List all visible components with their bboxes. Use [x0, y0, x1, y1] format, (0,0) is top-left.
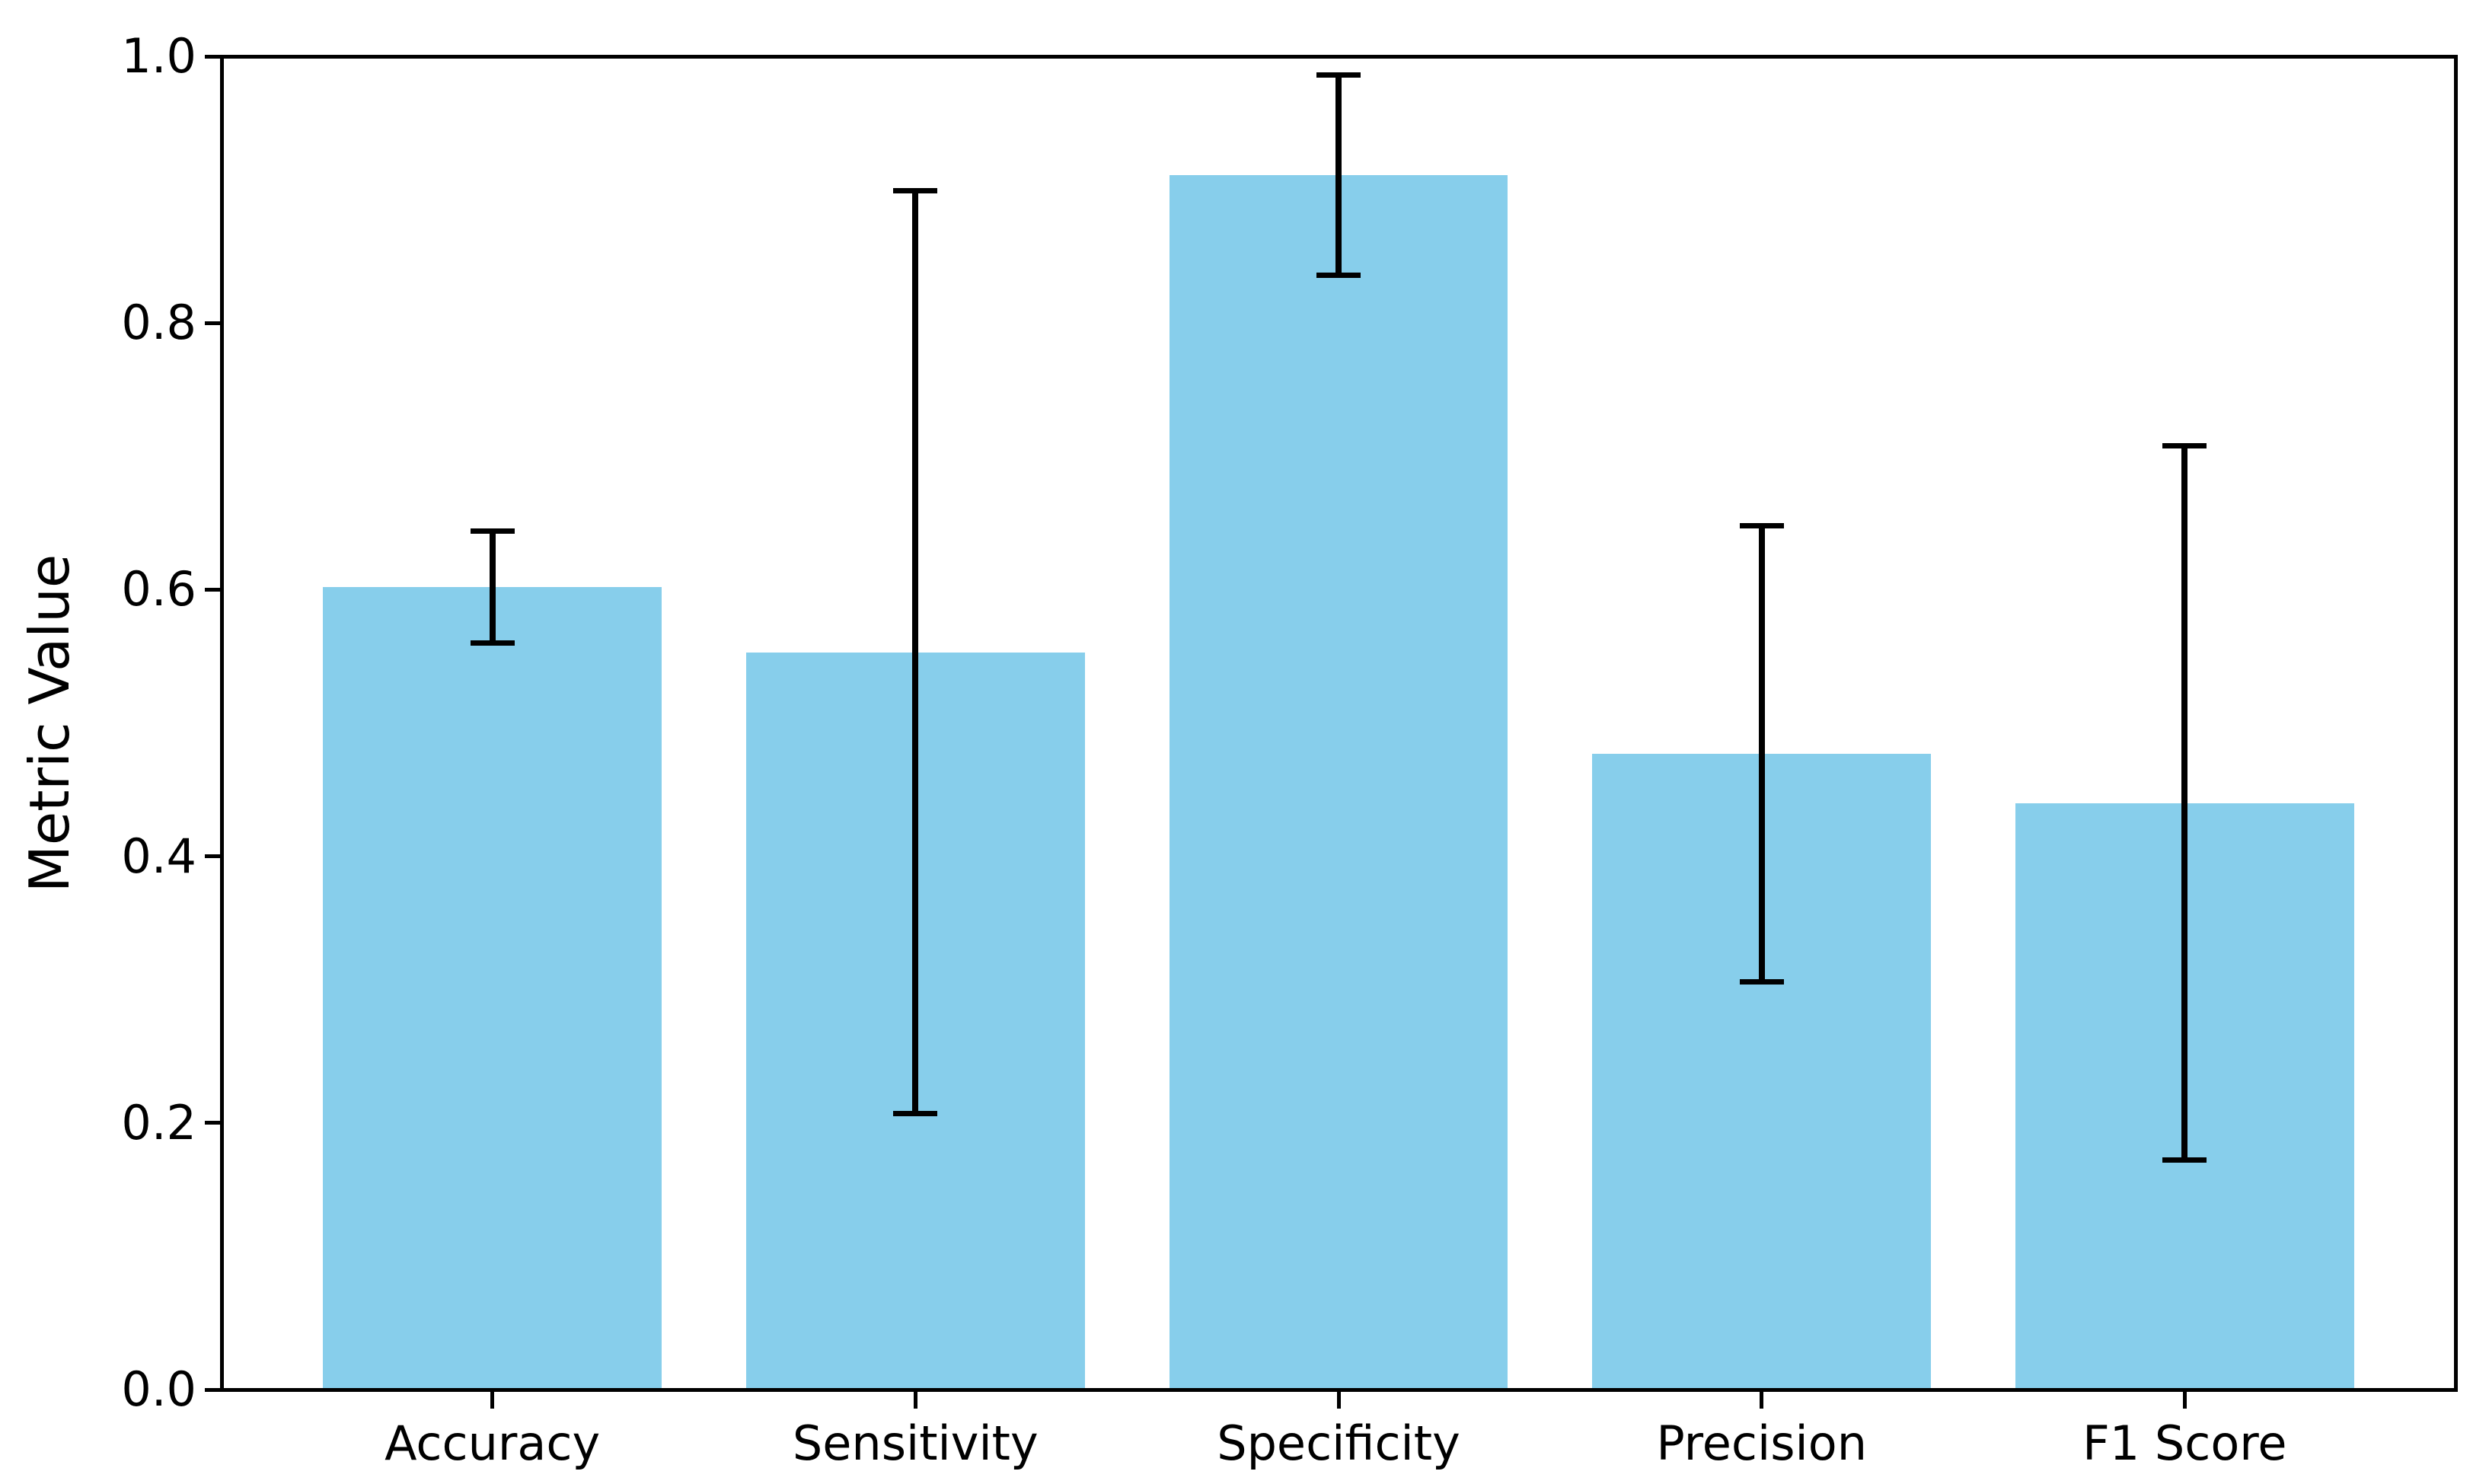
error-bar-cap-top — [470, 528, 515, 534]
y-tick — [205, 854, 222, 859]
x-tick — [490, 1392, 495, 1409]
y-tick-label: 0.0 — [121, 1361, 196, 1417]
y-tick-label: 0.4 — [121, 828, 196, 884]
y-tick — [205, 587, 222, 592]
x-tick — [2182, 1392, 2187, 1409]
error-bar-line — [489, 531, 496, 643]
error-bar-cap-bottom — [470, 640, 515, 646]
error-bar-line — [2181, 445, 2188, 1160]
x-tick-label: Sensitivity — [792, 1415, 1039, 1471]
error-bar-line — [1758, 525, 1765, 982]
error-bar-cap-top — [893, 188, 938, 194]
y-tick-label: 0.2 — [121, 1094, 196, 1150]
x-tick — [913, 1392, 917, 1409]
error-bar-cap-bottom — [1316, 272, 1361, 278]
x-tick-label: Specificity — [1217, 1415, 1460, 1471]
bar — [323, 586, 662, 1388]
y-tick-label: 0.6 — [121, 561, 196, 618]
error-bar-cap-top — [2162, 442, 2207, 448]
x-tick-label: Precision — [1656, 1415, 1867, 1471]
x-tick-label: Accuracy — [385, 1415, 601, 1471]
x-tick-label: F1 Score — [2082, 1415, 2287, 1471]
error-bar-cap-bottom — [2162, 1157, 2207, 1163]
y-tick — [205, 1121, 222, 1125]
bar — [1169, 174, 1508, 1388]
error-bar-line — [1335, 75, 1342, 276]
y-tick — [205, 321, 222, 325]
error-bar-cap-top — [1316, 72, 1361, 78]
x-tick — [1760, 1392, 1764, 1409]
y-tick-label: 0.8 — [121, 295, 196, 351]
error-bar-cap-bottom — [893, 1111, 938, 1117]
error-bar-cap-top — [1739, 522, 1784, 528]
y-tick-label: 1.0 — [121, 28, 196, 84]
y-tick — [205, 1387, 222, 1392]
y-tick — [205, 54, 222, 59]
error-bar-line — [912, 190, 919, 1114]
error-bar-cap-bottom — [1739, 978, 1784, 985]
x-tick — [1336, 1392, 1341, 1409]
